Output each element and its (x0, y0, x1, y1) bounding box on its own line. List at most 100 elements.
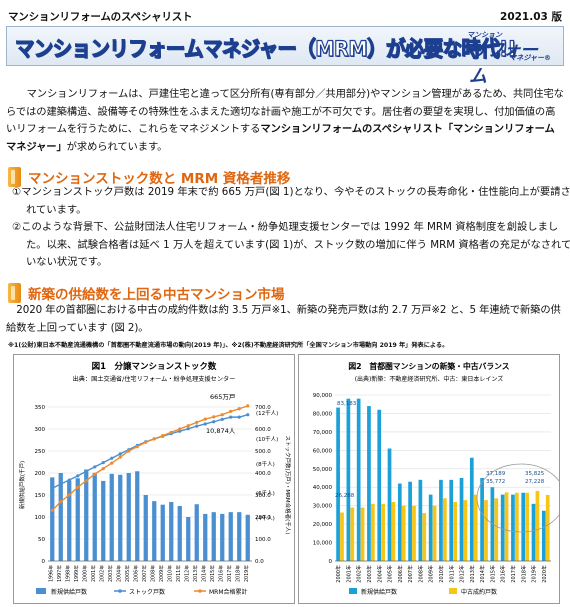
bar (391, 501, 396, 561)
bar (422, 513, 427, 561)
chart-title: 図1 分譲マンションストック数 (92, 361, 217, 372)
legend-swatch (198, 589, 202, 593)
section2-title: 新築の供給数を上回る中古マンション市場 (28, 287, 285, 303)
bar (453, 501, 457, 561)
x-tick-label: 2003年 (366, 565, 373, 583)
annotation: 35,825 (525, 471, 545, 477)
x-tick-label: 2006年 (132, 565, 139, 582)
bar (408, 481, 412, 561)
bar (371, 503, 375, 561)
annotation: 10,874人 (206, 427, 236, 435)
y-axis-label: 新規供給戸数(千戸) (18, 461, 26, 509)
bar (220, 513, 225, 561)
x-tick-label: 2004年 (376, 565, 383, 583)
series-point (84, 469, 88, 473)
series-point (101, 461, 105, 465)
series-point (212, 420, 216, 424)
bar (75, 478, 80, 561)
bar (500, 494, 505, 561)
chart-subtitle: (出典)新築：不動産経済研究所、中古：東日本レインズ (355, 375, 504, 383)
series-point (195, 424, 199, 428)
x-tick-label: 1997年 (56, 565, 63, 582)
bar (377, 409, 382, 561)
series-point (203, 422, 207, 426)
x-tick-label: 1998年 (64, 565, 71, 582)
x-tick-label: 2011年 (175, 565, 182, 582)
bar (346, 398, 351, 561)
source-note: ※1(公財)東日本不動産流通機構の「首都圏不動産流通市場の動向(2019 年)」… (8, 342, 449, 349)
annotation: 37,189 (486, 471, 506, 477)
series-point (127, 449, 131, 453)
logo-sub-text: マネジャー® (509, 54, 551, 62)
x-tick-label: 1996年 (47, 565, 54, 582)
annotation: (8千人) (256, 460, 275, 468)
legend-label: 新規供給戸数 (361, 588, 397, 596)
bar (515, 492, 519, 561)
bar (203, 513, 208, 561)
x-tick-label: 2009年 (428, 565, 435, 583)
series-point (93, 465, 97, 469)
y-tick-label: 50,000 (313, 467, 333, 473)
legend-label: 新規供給戸数 (51, 588, 87, 596)
series-point (93, 472, 97, 476)
x-tick-label: 2005年 (387, 565, 394, 583)
bar (160, 504, 165, 561)
y2-tick-label: 200.0 (255, 515, 271, 521)
x-tick-label: 1999年 (73, 565, 80, 582)
x-tick-label: 2010年 (438, 565, 445, 583)
bar (194, 504, 199, 561)
x-tick-label: 2006年 (397, 565, 404, 583)
y2-tick-label: 100.0 (255, 537, 271, 543)
y-tick-label: 200 (35, 471, 46, 477)
y-tick-label: 150 (35, 493, 46, 499)
annotation: (4千人) (256, 514, 275, 522)
bar (449, 479, 454, 561)
series-point (118, 452, 122, 456)
bar (494, 498, 499, 561)
bar (92, 473, 97, 561)
series-point (229, 415, 233, 419)
y-tick-label: 350 (35, 405, 46, 411)
x-tick-label: 2000年 (81, 565, 88, 582)
series-point (101, 467, 105, 471)
bar (412, 505, 416, 561)
series-point (229, 409, 233, 413)
series-point (110, 461, 114, 465)
intro-paragraph: マンションリフォームは、戸建住宅と違って区分所有(専有部分／共用部分)やマンショ… (6, 86, 564, 156)
series-point (67, 493, 71, 497)
bar (387, 448, 392, 561)
legend-swatch (118, 589, 122, 593)
series-point (67, 478, 71, 482)
bar (469, 457, 474, 561)
x-tick-label: 2013年 (469, 565, 476, 583)
series-point (110, 456, 114, 460)
section1-item-1: ①マンションストック戸数は 2019 年末で約 665 万戸(図 1)となり、今… (12, 186, 570, 216)
legend-swatch (349, 588, 357, 594)
annotation: 665万戸 (210, 393, 236, 401)
series-point (237, 407, 241, 411)
y-tick-label: 40,000 (313, 485, 333, 491)
series-point (144, 440, 148, 444)
bar (463, 500, 468, 561)
series-title: マンションリフォームのスペシャリスト (8, 11, 193, 23)
bar (443, 498, 447, 561)
x-tick-label: 2011年 (448, 565, 455, 583)
bar (473, 494, 478, 561)
bar (118, 474, 123, 561)
x-tick-label: 2018年 (234, 565, 241, 582)
y2-tick-label: 400.0 (255, 471, 271, 477)
y-tick-label: 0 (329, 559, 333, 565)
bar (480, 478, 484, 561)
x-tick-label: 2008年 (417, 565, 424, 583)
bar (177, 506, 182, 561)
bar (504, 492, 509, 561)
x-tick-label: 2004年 (115, 565, 122, 582)
y-tick-label: 0 (42, 559, 46, 565)
series-point (59, 500, 63, 504)
page-title: マンションリフォームマネジャー（MRM）が必要な時代!! (14, 36, 516, 61)
annotation: 27,228 (525, 479, 545, 485)
y2-tick-label: 600.0 (255, 427, 271, 433)
series-point (76, 485, 80, 489)
x-tick-label: 2015年 (489, 565, 496, 583)
bar (228, 512, 233, 561)
